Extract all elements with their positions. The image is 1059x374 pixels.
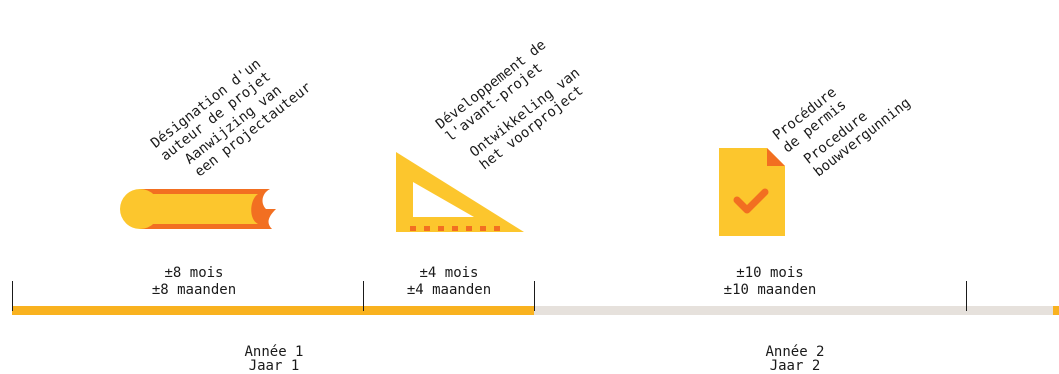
timeline-progress-segment [12,306,534,315]
phase-3-duration: ±10 mois ±10 maanden [723,265,817,298]
set-square-icon [396,152,524,232]
phase-2-duration: ±4 mois ±4 maanden [406,265,492,298]
rolled-paper-icon [120,189,276,229]
timeline-tick [966,281,967,311]
timeline-tick [12,281,13,311]
year-2-label: Année 2 Jaar 2 [765,344,825,374]
approved-document-icon [719,148,785,236]
timeline-remaining-segment [534,306,1053,315]
timeline-end-marker [1053,306,1059,315]
phase-1-duration: ±8 mois ±8 maanden [151,265,237,298]
year-1-label: Année 1 Jaar 1 [244,344,304,374]
timeline-tick [534,281,535,311]
timeline-tick [363,281,364,311]
